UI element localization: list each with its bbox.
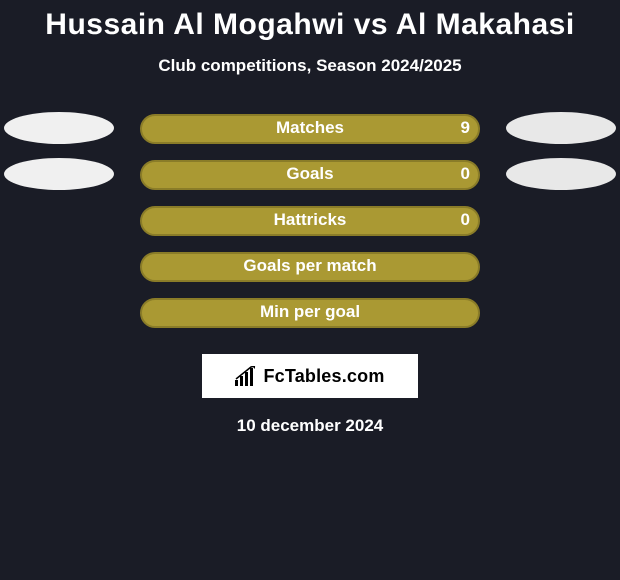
source-logo: FcTables.com xyxy=(202,354,418,398)
stat-bar xyxy=(140,160,480,190)
page-title: Hussain Al Mogahwi vs Al Makahasi xyxy=(0,0,620,42)
stat-bar xyxy=(140,206,480,236)
left-player-pill xyxy=(4,112,114,144)
right-player-pill xyxy=(506,158,616,190)
chart-icon xyxy=(235,366,257,386)
left-player-pill xyxy=(4,158,114,190)
stat-row: Goals per match xyxy=(0,252,620,298)
right-player-pill xyxy=(506,112,616,144)
stat-row: Hattricks0 xyxy=(0,206,620,252)
comparison-chart: Matches9Goals0Hattricks0Goals per matchM… xyxy=(0,114,620,344)
stat-row: Min per goal xyxy=(0,298,620,344)
stat-bar xyxy=(140,252,480,282)
stat-bar xyxy=(140,114,480,144)
stat-row: Goals0 xyxy=(0,160,620,206)
date-stamp: 10 december 2024 xyxy=(0,416,620,436)
stat-bar xyxy=(140,298,480,328)
stat-row: Matches9 xyxy=(0,114,620,160)
logo-text: FcTables.com xyxy=(263,366,384,387)
subtitle: Club competitions, Season 2024/2025 xyxy=(0,56,620,76)
